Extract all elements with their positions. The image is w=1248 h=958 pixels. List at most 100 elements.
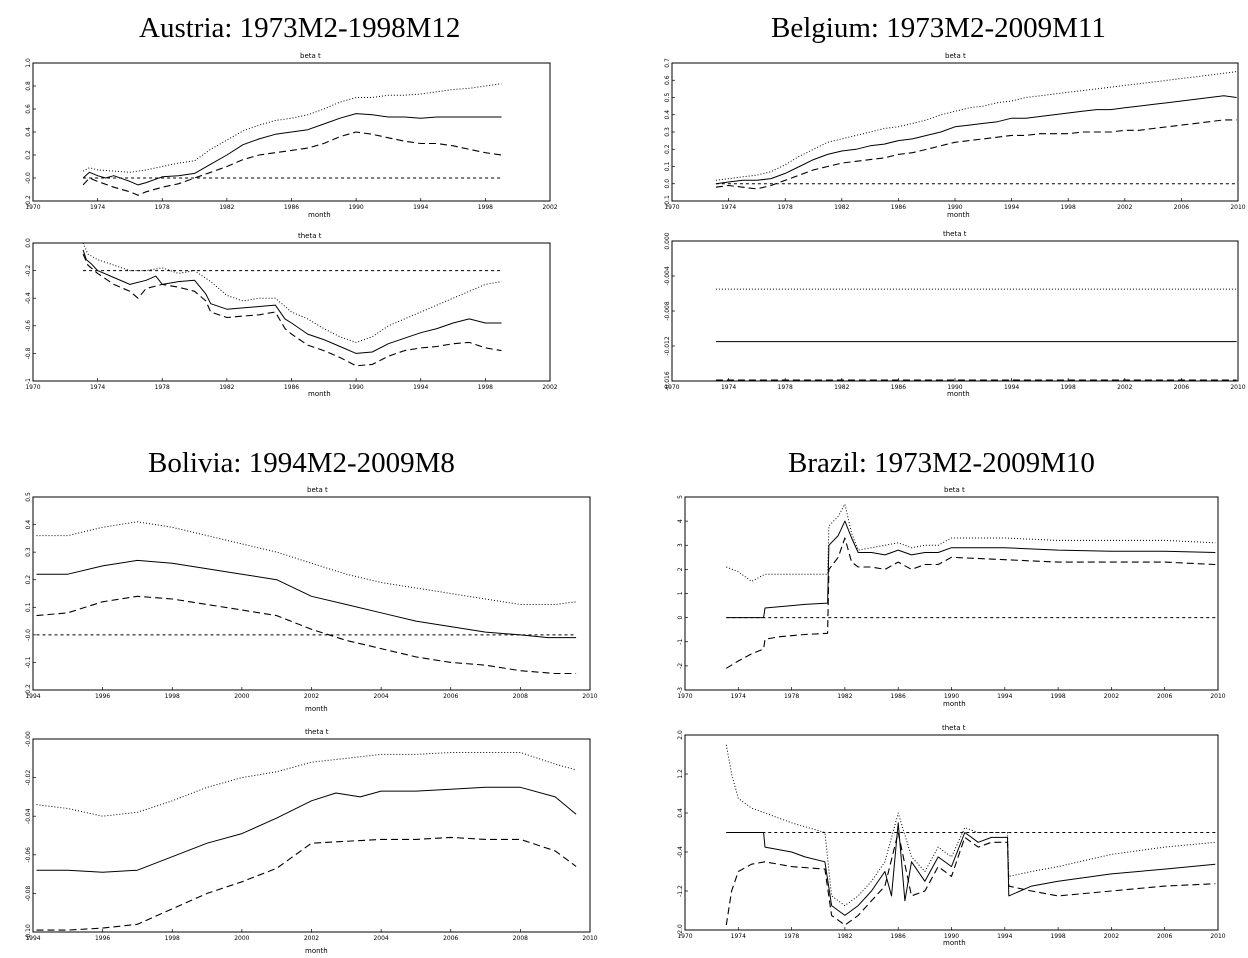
x-tick-label: 2002 — [542, 384, 557, 391]
y-tick-label: -0.1 — [25, 656, 32, 668]
y-tick-label: -1.2 — [677, 885, 684, 897]
x-tick-label: 2002 — [304, 935, 319, 942]
y-tick-label: -1 — [25, 378, 32, 384]
y-tick-label: -2 — [677, 663, 684, 669]
y-tick-label: -0.4 — [677, 846, 684, 858]
x-tick-label: 1982 — [837, 933, 852, 940]
panel-title-brazil-theta: theta t — [942, 724, 966, 732]
series-line-dashed — [82, 131, 502, 196]
xlabel-bolivia-beta: month — [305, 705, 328, 713]
series-line-dotted — [36, 521, 577, 605]
x-tick-label: 1998 — [1061, 384, 1076, 391]
x-tick-label: 1986 — [284, 204, 299, 211]
series-line-solid — [726, 822, 1216, 916]
x-tick-label: 1994 — [413, 204, 428, 211]
x-tick-label: 2006 — [1157, 933, 1172, 940]
y-tick-label: 0.4 — [25, 127, 32, 137]
x-tick-label: 2002 — [1117, 204, 1132, 211]
y-tick-label: -0.0 — [25, 629, 32, 641]
x-tick-label: 2010 — [1230, 204, 1245, 211]
series-line-solid — [36, 786, 577, 873]
x-tick-label: 1998 — [478, 204, 493, 211]
x-tick-label: 1982 — [219, 204, 234, 211]
series-line-dotted — [715, 71, 1237, 181]
x-tick-label: 1990 — [947, 384, 962, 391]
x-tick-label: 1974 — [90, 384, 105, 391]
x-tick-label: 1982 — [837, 693, 852, 700]
x-tick-label: 1974 — [731, 693, 746, 700]
x-tick-label: 1994 — [25, 935, 40, 942]
y-tick-label: 0.8 — [25, 81, 32, 91]
x-tick-label: 1986 — [891, 933, 906, 940]
x-tick-label: 2006 — [1174, 204, 1189, 211]
y-tick-label: 0.2 — [25, 150, 32, 160]
y-tick-label: -0.8 — [25, 347, 32, 359]
y-tick-label: -0.10 — [25, 924, 32, 940]
y-tick-label: 0.7 — [664, 58, 671, 68]
x-tick-label: 2006 — [1174, 384, 1189, 391]
x-tick-label: 1990 — [348, 204, 363, 211]
panel-title-belgium-theta: theta t — [943, 230, 967, 238]
x-tick-label: 1970 — [664, 204, 679, 211]
panel-title-belgium-beta: beta t — [945, 52, 966, 60]
y-tick-label: 5 — [677, 495, 684, 499]
country-title-brazil: Brazil: 1973M2-2009M10 — [788, 447, 1095, 479]
x-tick-label: 1996 — [95, 935, 110, 942]
x-tick-label: 1990 — [944, 933, 959, 940]
y-tick-label: -0.08 — [25, 885, 32, 901]
series-line-dotted — [725, 744, 1216, 907]
y-tick-label: 0.3 — [664, 127, 671, 137]
y-tick-label: -0.004 — [664, 266, 671, 286]
series-line-solid — [726, 520, 1216, 619]
series-line-solid — [36, 559, 577, 639]
x-tick-label: 1978 — [155, 384, 170, 391]
y-tick-label: -0.0 — [25, 172, 32, 184]
x-tick-label: 1986 — [284, 384, 299, 391]
y-tick-label: -0.4 — [25, 292, 32, 304]
x-tick-label: 1974 — [731, 933, 746, 940]
x-tick-label: 1994 — [25, 693, 40, 700]
xlabel-brazil-theta: month — [943, 939, 966, 947]
series-line-dashed — [725, 831, 1216, 926]
x-tick-label: 1996 — [95, 693, 110, 700]
panel-title-bolivia-beta: beta t — [307, 486, 328, 494]
series-line-solid — [82, 249, 502, 354]
x-tick-label: 2002 — [1117, 384, 1132, 391]
xlabel-belgium-theta: month — [947, 390, 970, 398]
y-tick-label: -1 — [677, 639, 684, 645]
y-tick-label: 0.1 — [664, 162, 671, 172]
y-tick-label: 0.000 — [664, 232, 671, 249]
x-tick-label: 2010 — [582, 693, 597, 700]
y-tick-label: -0.008 — [664, 301, 671, 321]
x-tick-label: 1974 — [721, 384, 736, 391]
x-tick-label: 1998 — [1050, 693, 1065, 700]
x-tick-label: 1982 — [219, 384, 234, 391]
y-tick-label: 1.0 — [25, 58, 32, 68]
x-tick-label: 1990 — [348, 384, 363, 391]
y-tick-label: 3 — [677, 543, 684, 547]
x-tick-label: 2000 — [234, 693, 249, 700]
y-tick-label: 1.2 — [677, 769, 684, 779]
xlabel-brazil-beta: month — [943, 700, 966, 708]
x-tick-label: 1998 — [1061, 204, 1076, 211]
x-tick-label: 2010 — [582, 935, 597, 942]
x-tick-label: 2010 — [1230, 384, 1245, 391]
y-tick-label: 0.1 — [25, 602, 32, 612]
series-line-dotted — [82, 242, 502, 343]
xlabel-austria-beta: month — [308, 211, 331, 219]
x-tick-label: 1998 — [165, 935, 180, 942]
x-tick-label: 1994 — [997, 933, 1012, 940]
x-tick-label: 1990 — [947, 204, 962, 211]
y-tick-label: 0.5 — [25, 492, 32, 502]
xlabel-austria-theta: month — [308, 390, 331, 398]
y-tick-label: 0.0 — [25, 238, 32, 248]
panel-title-brazil-beta: beta t — [944, 486, 965, 494]
y-tick-label: -0.2 — [25, 195, 32, 207]
x-tick-label: 2000 — [234, 935, 249, 942]
x-tick-label: 1970 — [677, 693, 692, 700]
